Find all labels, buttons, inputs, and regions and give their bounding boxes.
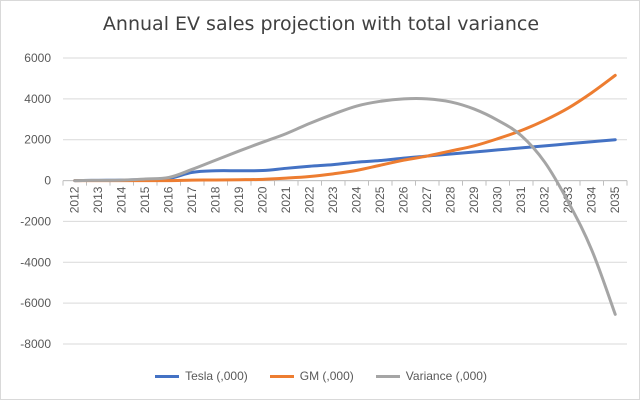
chart-title: Annual EV sales projection with total va… — [102, 13, 540, 35]
x-tick-label: 2021 — [279, 186, 293, 213]
x-tick-label: 2018 — [209, 186, 223, 213]
x-tick-label: 2023 — [326, 186, 340, 213]
y-tick-label: -4000 — [20, 255, 51, 269]
y-tick-label: 2000 — [24, 133, 51, 147]
series-line-tesla — [73, 138, 617, 183]
x-tick-label: 2026 — [397, 186, 411, 213]
x-tick-label: 2031 — [514, 186, 528, 213]
x-tick-label: 2027 — [420, 186, 434, 213]
y-tick-label: 0 — [44, 174, 51, 188]
series-line-gm — [73, 73, 617, 183]
legend-label: Tesla (,000) — [185, 369, 248, 383]
y-tick-label: -2000 — [20, 214, 51, 228]
x-tick-label: 2014 — [115, 186, 129, 213]
x-tick-label: 2024 — [350, 186, 364, 213]
legend-swatch — [155, 374, 180, 378]
legend-label: Variance (,000) — [405, 369, 487, 383]
x-tick-label: 2013 — [91, 186, 105, 213]
legend-item-variance: Variance (,000) — [375, 369, 487, 383]
x-tick-label: 2016 — [162, 186, 176, 213]
y-tick-label: 4000 — [24, 92, 51, 106]
legend-item-tesla: Tesla (,000) — [155, 369, 248, 383]
x-tick-label: 2032 — [538, 186, 552, 213]
x-tick-label: 2030 — [491, 186, 505, 213]
legend-swatch — [375, 374, 400, 378]
y-tick-label: -8000 — [20, 337, 51, 351]
x-tick-label: 2034 — [585, 186, 599, 213]
x-tick-label: 2015 — [138, 186, 152, 213]
x-tick-label: 2022 — [303, 186, 317, 213]
y-tick-label: -6000 — [20, 296, 51, 310]
x-tick-label: 2019 — [232, 186, 246, 213]
chart-legend: Tesla (,000) GM (,000) Variance (,000) — [1, 369, 640, 383]
x-tick-label: 2012 — [68, 186, 82, 213]
series-line-variance — [73, 96, 617, 316]
legend-label: GM (,000) — [299, 369, 354, 383]
x-tick-label: 2029 — [467, 186, 481, 213]
x-tick-label: 2020 — [256, 186, 270, 213]
legend-item-gm: GM (,000) — [269, 369, 354, 383]
x-tick-label: 2035 — [608, 186, 622, 213]
x-tick-label: 2028 — [444, 186, 458, 213]
legend-swatch — [269, 374, 294, 378]
x-tick-label: 2017 — [185, 186, 199, 213]
x-tick-label: 2025 — [373, 186, 387, 213]
y-tick-label: 6000 — [24, 51, 51, 65]
